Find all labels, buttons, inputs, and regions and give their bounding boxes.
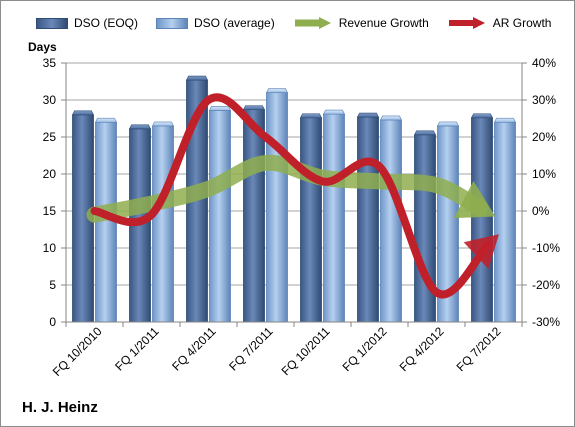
y2-tick-label: -10% [532, 241, 560, 255]
y2-tick-label: 0% [532, 204, 550, 218]
bar-top-dso-average [209, 106, 231, 111]
x-tick-label: FQ 10/2010 [50, 324, 105, 379]
x-tick-label: FQ 4/2011 [169, 324, 219, 374]
legend-label-ar-growth: AR Growth [492, 16, 552, 30]
bar-top-dso-eoq [186, 75, 208, 81]
bar-top-dso-average [494, 117, 516, 123]
bar-top-dso-average [266, 88, 288, 93]
y-axis-title: Days [28, 40, 57, 54]
x-tick-label: FQ 4/2012 [397, 324, 447, 374]
bar-dso-average [152, 125, 174, 323]
legend-label-dso-average: DSO (average) [194, 16, 275, 30]
y-tick-label: 5 [49, 278, 56, 292]
y-tick-label: 15 [43, 204, 57, 218]
bar-top-dso-eoq [300, 113, 322, 119]
red-arrow-icon [448, 17, 485, 29]
legend-item-revenue-growth: Revenue Growth [293, 16, 429, 30]
legend-item-ar-growth: AR Growth [447, 16, 552, 30]
x-tick-label: FQ 7/2012 [454, 324, 504, 374]
bar-dso-eoq [300, 117, 322, 323]
y2-tick-label: 10% [532, 167, 556, 181]
bar-dso-average [266, 92, 288, 323]
bar-top-dso-eoq [414, 130, 436, 136]
y2-tick-label: 30% [532, 93, 556, 107]
legend-item-dso-eoq: DSO (EOQ) [36, 16, 138, 30]
bar-top-dso-average [95, 117, 117, 123]
y2-tick-label: -30% [532, 315, 560, 329]
legend-label-dso-eoq: DSO (EOQ) [74, 16, 139, 30]
x-tick-label: FQ 10/2011 [279, 324, 333, 378]
line-series [86, 93, 499, 299]
bar-top-dso-eoq [471, 113, 493, 119]
line-ar-growth [90, 93, 492, 299]
company-label: H. J. Heinz [22, 399, 98, 416]
y-tick-label: 0 [49, 315, 56, 329]
bar-dso-eoq [243, 109, 265, 323]
bar-top-dso-eoq [72, 110, 94, 116]
y-tick-label: 35 [43, 56, 57, 70]
bar-dso-eoq [471, 117, 493, 323]
bar-top-dso-average [152, 121, 174, 127]
y-tick-label: 30 [43, 93, 57, 107]
bar-top-dso-average [323, 109, 345, 115]
x-tick-label: FQ 7/2011 [226, 324, 276, 374]
y-tick-label: 20 [43, 167, 57, 181]
bar-top-dso-eoq [357, 112, 379, 118]
legend: DSO (EOQ) DSO (average) Revenue Growth A… [36, 16, 569, 30]
y2-tick-label: -20% [532, 278, 560, 292]
green-arrow-icon [294, 17, 331, 29]
x-tick-label: FQ 1/2012 [340, 324, 390, 374]
legend-swatch-dso-average [156, 17, 189, 29]
arrowhead-ar-growth [463, 234, 499, 269]
y-tick-label: 25 [43, 130, 57, 144]
arrowhead-revenue-growth [453, 181, 496, 219]
bar-top-dso-average [437, 121, 459, 127]
bar-top-dso-eoq [243, 105, 265, 110]
x-tick-label: FQ 1/2011 [112, 324, 162, 374]
bar-dso-eoq [357, 116, 379, 323]
bar-dso-average [323, 113, 345, 323]
bar-dso-average [380, 119, 402, 323]
legend-label-revenue-growth: Revenue Growth [338, 16, 429, 30]
legend-swatch-dso-eoq [36, 17, 68, 29]
y-tick-label: 10 [43, 241, 57, 255]
y2-tick-label: 20% [532, 130, 556, 144]
y2-tick-label: 40% [532, 56, 556, 70]
bar-dso-average [494, 121, 516, 323]
bar-top-dso-eoq [129, 124, 151, 130]
bar-dso-average [209, 109, 231, 323]
bar-top-dso-average [380, 115, 402, 121]
legend-item-dso-average: DSO (average) [156, 16, 275, 30]
